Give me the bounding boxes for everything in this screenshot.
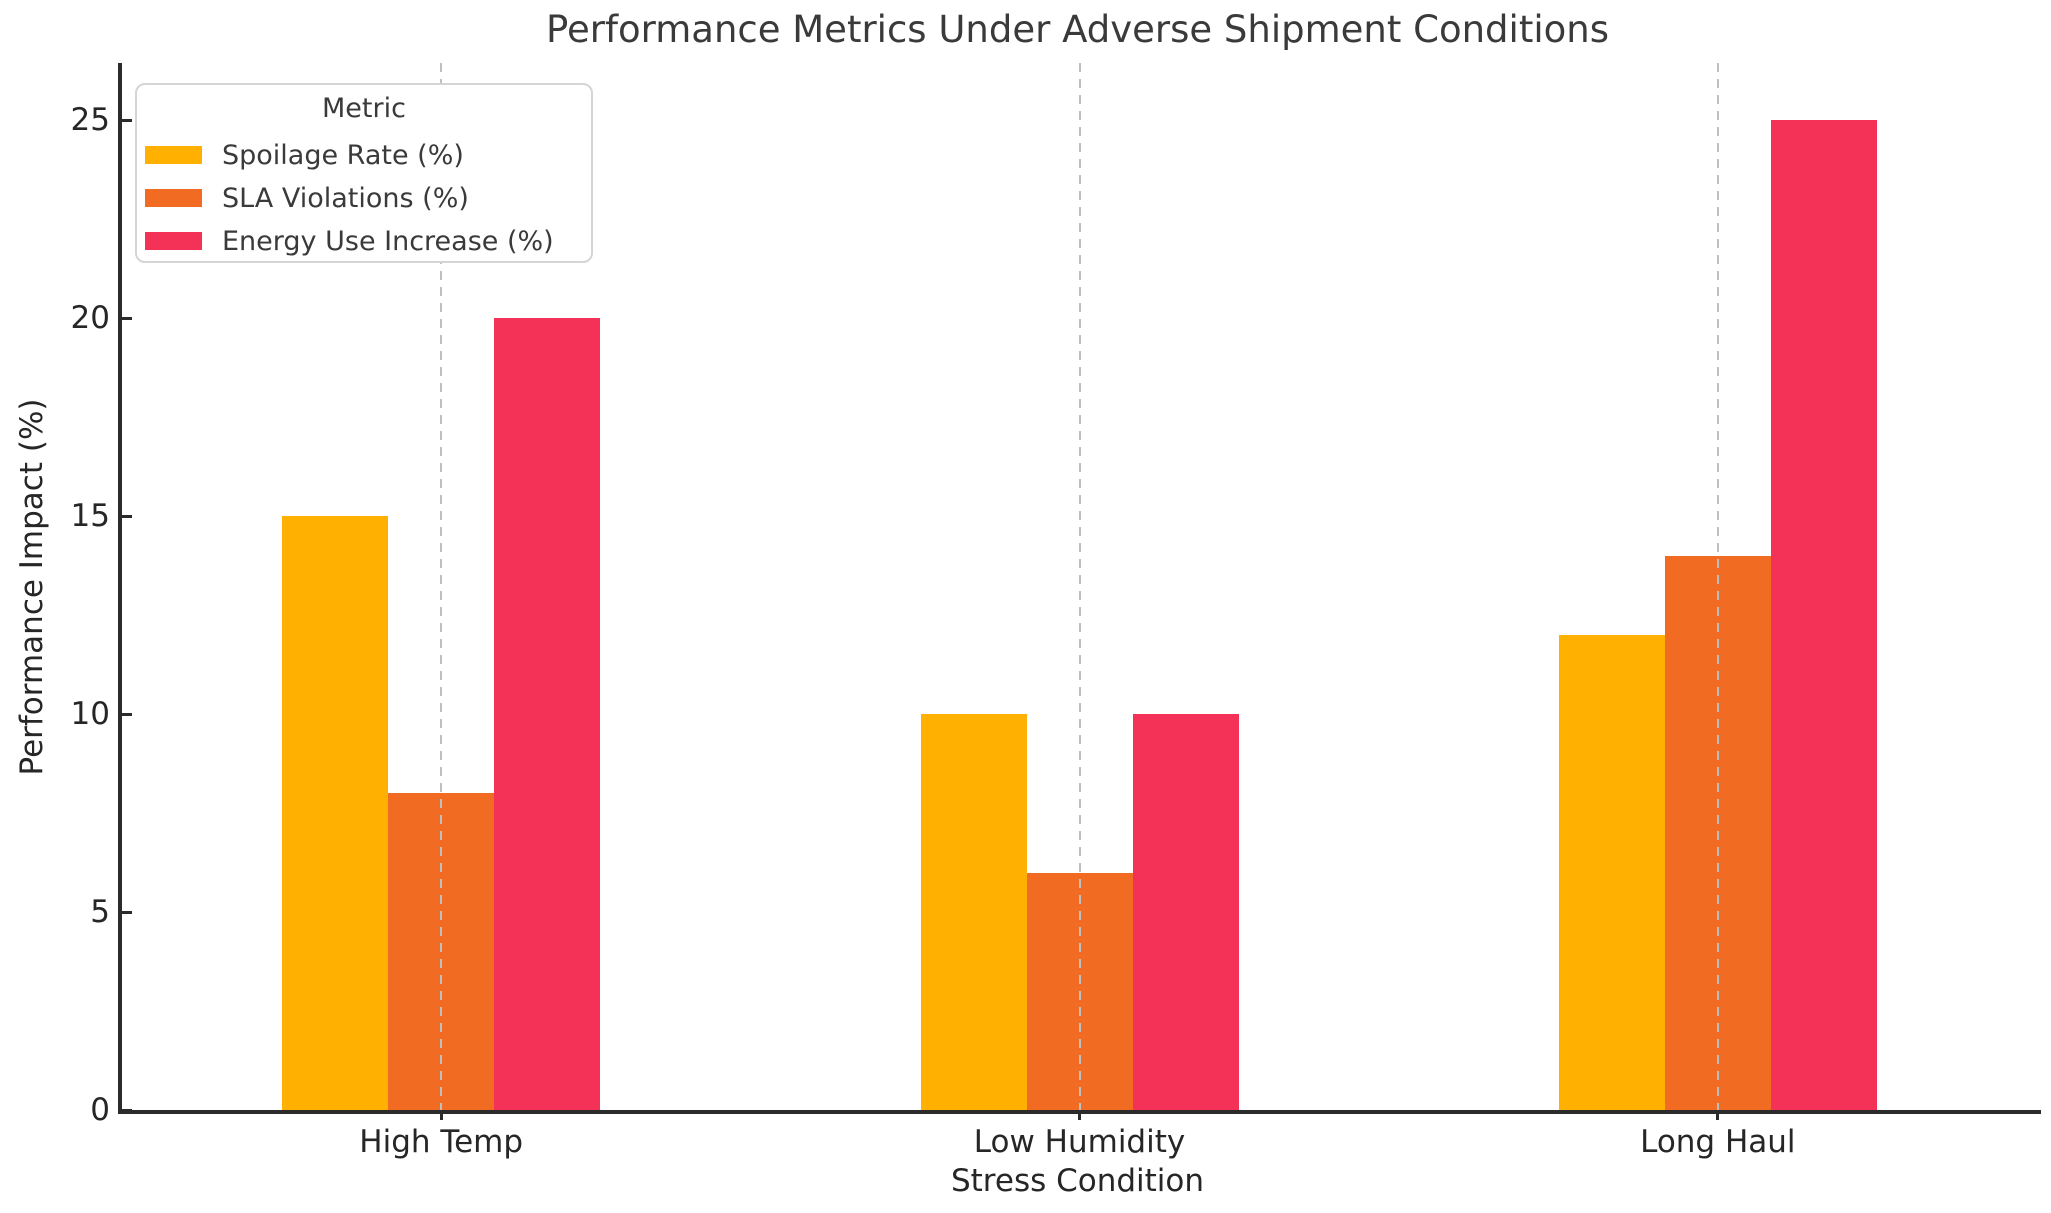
gridline-high-temp (440, 63, 443, 1110)
y-tick-mark-10 (122, 712, 132, 716)
legend-item-label: Energy Use Increase (%) (222, 225, 554, 257)
legend-item-label: SLA Violations (%) (222, 182, 469, 214)
legend-item-sla-violations: SLA Violations (%) (145, 182, 591, 214)
legend: Metric Spoilage Rate (%) SLA Violations (… (135, 83, 593, 263)
bar-high-temp-energy-use-increase (494, 318, 601, 1110)
bar-long-haul-energy-use-increase (1770, 120, 1877, 1110)
y-tick-mark-5 (122, 910, 132, 914)
bar-low-humidity-energy-use-increase (1132, 714, 1239, 1110)
y-tick-label-20: 20 (70, 300, 110, 337)
x-tick-label-long-haul: Long Haul (1640, 1124, 1796, 1160)
legend-swatch-sla-violations (145, 189, 202, 207)
y-tick-label-25: 25 (70, 102, 110, 139)
plot-area (118, 63, 2041, 1114)
y-tick-label-10: 10 (70, 696, 110, 733)
legend-item-energy-use-increase: Energy Use Increase (%) (145, 225, 591, 257)
chart-title: Performance Metrics Under Adverse Shipme… (546, 8, 1609, 51)
gridline-long-haul (1716, 63, 1719, 1110)
legend-title: Metric (322, 93, 406, 124)
bar-low-humidity-spoilage-rate (920, 714, 1027, 1110)
legend-item-spoilage-rate: Spoilage Rate (%) (145, 139, 591, 171)
bar-high-temp-spoilage-rate (282, 516, 389, 1110)
y-tick-mark-0 (122, 1108, 132, 1112)
x-tick-mark-long-haul (1716, 1114, 1720, 1120)
legend-item-label: Spoilage Rate (%) (222, 139, 464, 171)
x-tick-label-low-humidity: Low Humidity (973, 1124, 1186, 1160)
legend-items: Spoilage Rate (%) SLA Violations (%) Energ… (137, 139, 591, 257)
gridline-low-humidity (1078, 63, 1081, 1110)
y-tick-mark-25 (122, 118, 132, 122)
x-tick-label-high-temp: High Temp (359, 1124, 524, 1160)
y-tick-mark-15 (122, 514, 132, 518)
legend-swatch-energy-use-increase (145, 232, 202, 250)
x-tick-mark-high-temp (439, 1114, 443, 1120)
legend-swatch-spoilage-rate (145, 146, 202, 164)
y-tick-label-15: 15 (70, 498, 110, 535)
y-tick-label-0: 0 (90, 1092, 110, 1128)
x-tick-mark-low-humidity (1078, 1114, 1081, 1120)
y-tick-label-5: 5 (90, 894, 110, 931)
bar-long-haul-spoilage-rate (1558, 635, 1665, 1110)
x-axis-label: Stress Condition (950, 1163, 1205, 1199)
y-tick-mark-20 (122, 316, 132, 320)
